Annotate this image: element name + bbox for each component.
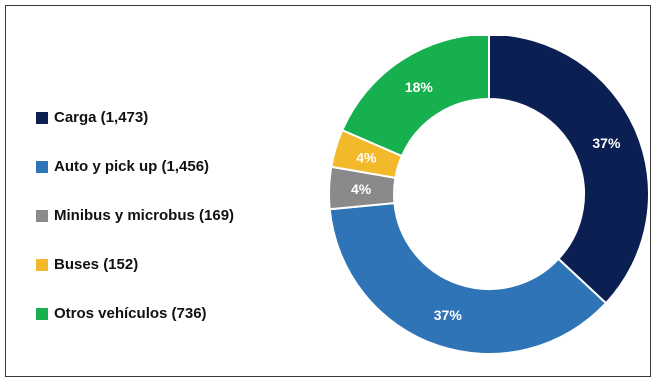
legend-swatch — [36, 258, 48, 271]
legend-swatch — [36, 111, 48, 124]
legend-swatch — [36, 307, 48, 320]
donut-slice-5 — [340, 36, 490, 158]
legend-label: Auto y pick up (1,456) — [54, 158, 210, 175]
chart-frame: Carga (1,473) Auto y pick up (1,456) Min… — [5, 5, 651, 377]
donut-slice-1 — [488, 36, 650, 305]
legend-label: Minibus y microbus (169) — [54, 207, 235, 224]
slice-percent-label: 18% — [405, 79, 434, 95]
legend-item-buses: Buses (152) — [36, 240, 326, 289]
legend-label: Otros vehículos (736) — [54, 305, 207, 322]
slice-percent-label: 4% — [356, 149, 377, 165]
slice-percent-label: 4% — [351, 181, 372, 197]
legend-swatch — [36, 209, 48, 222]
legend-item-minibus: Minibus y microbus (169) — [36, 191, 326, 240]
legend-item-carga: Carga (1,473) — [36, 93, 326, 142]
legend-item-auto-pickup: Auto y pick up (1,456) — [36, 142, 326, 191]
legend-label: Buses (152) — [54, 256, 139, 273]
legend-label: Carga (1,473) — [54, 109, 149, 126]
slice-percent-label: 37% — [592, 135, 621, 151]
donut-chart: 37% 37% 4% 4% 18% — [328, 36, 650, 355]
chart-legend: Carga (1,473) Auto y pick up (1,456) Min… — [36, 93, 326, 338]
legend-swatch — [36, 160, 48, 173]
donut-slice-2 — [328, 201, 608, 355]
slice-percent-label: 37% — [434, 307, 463, 323]
legend-item-otros: Otros vehículos (736) — [36, 289, 326, 338]
